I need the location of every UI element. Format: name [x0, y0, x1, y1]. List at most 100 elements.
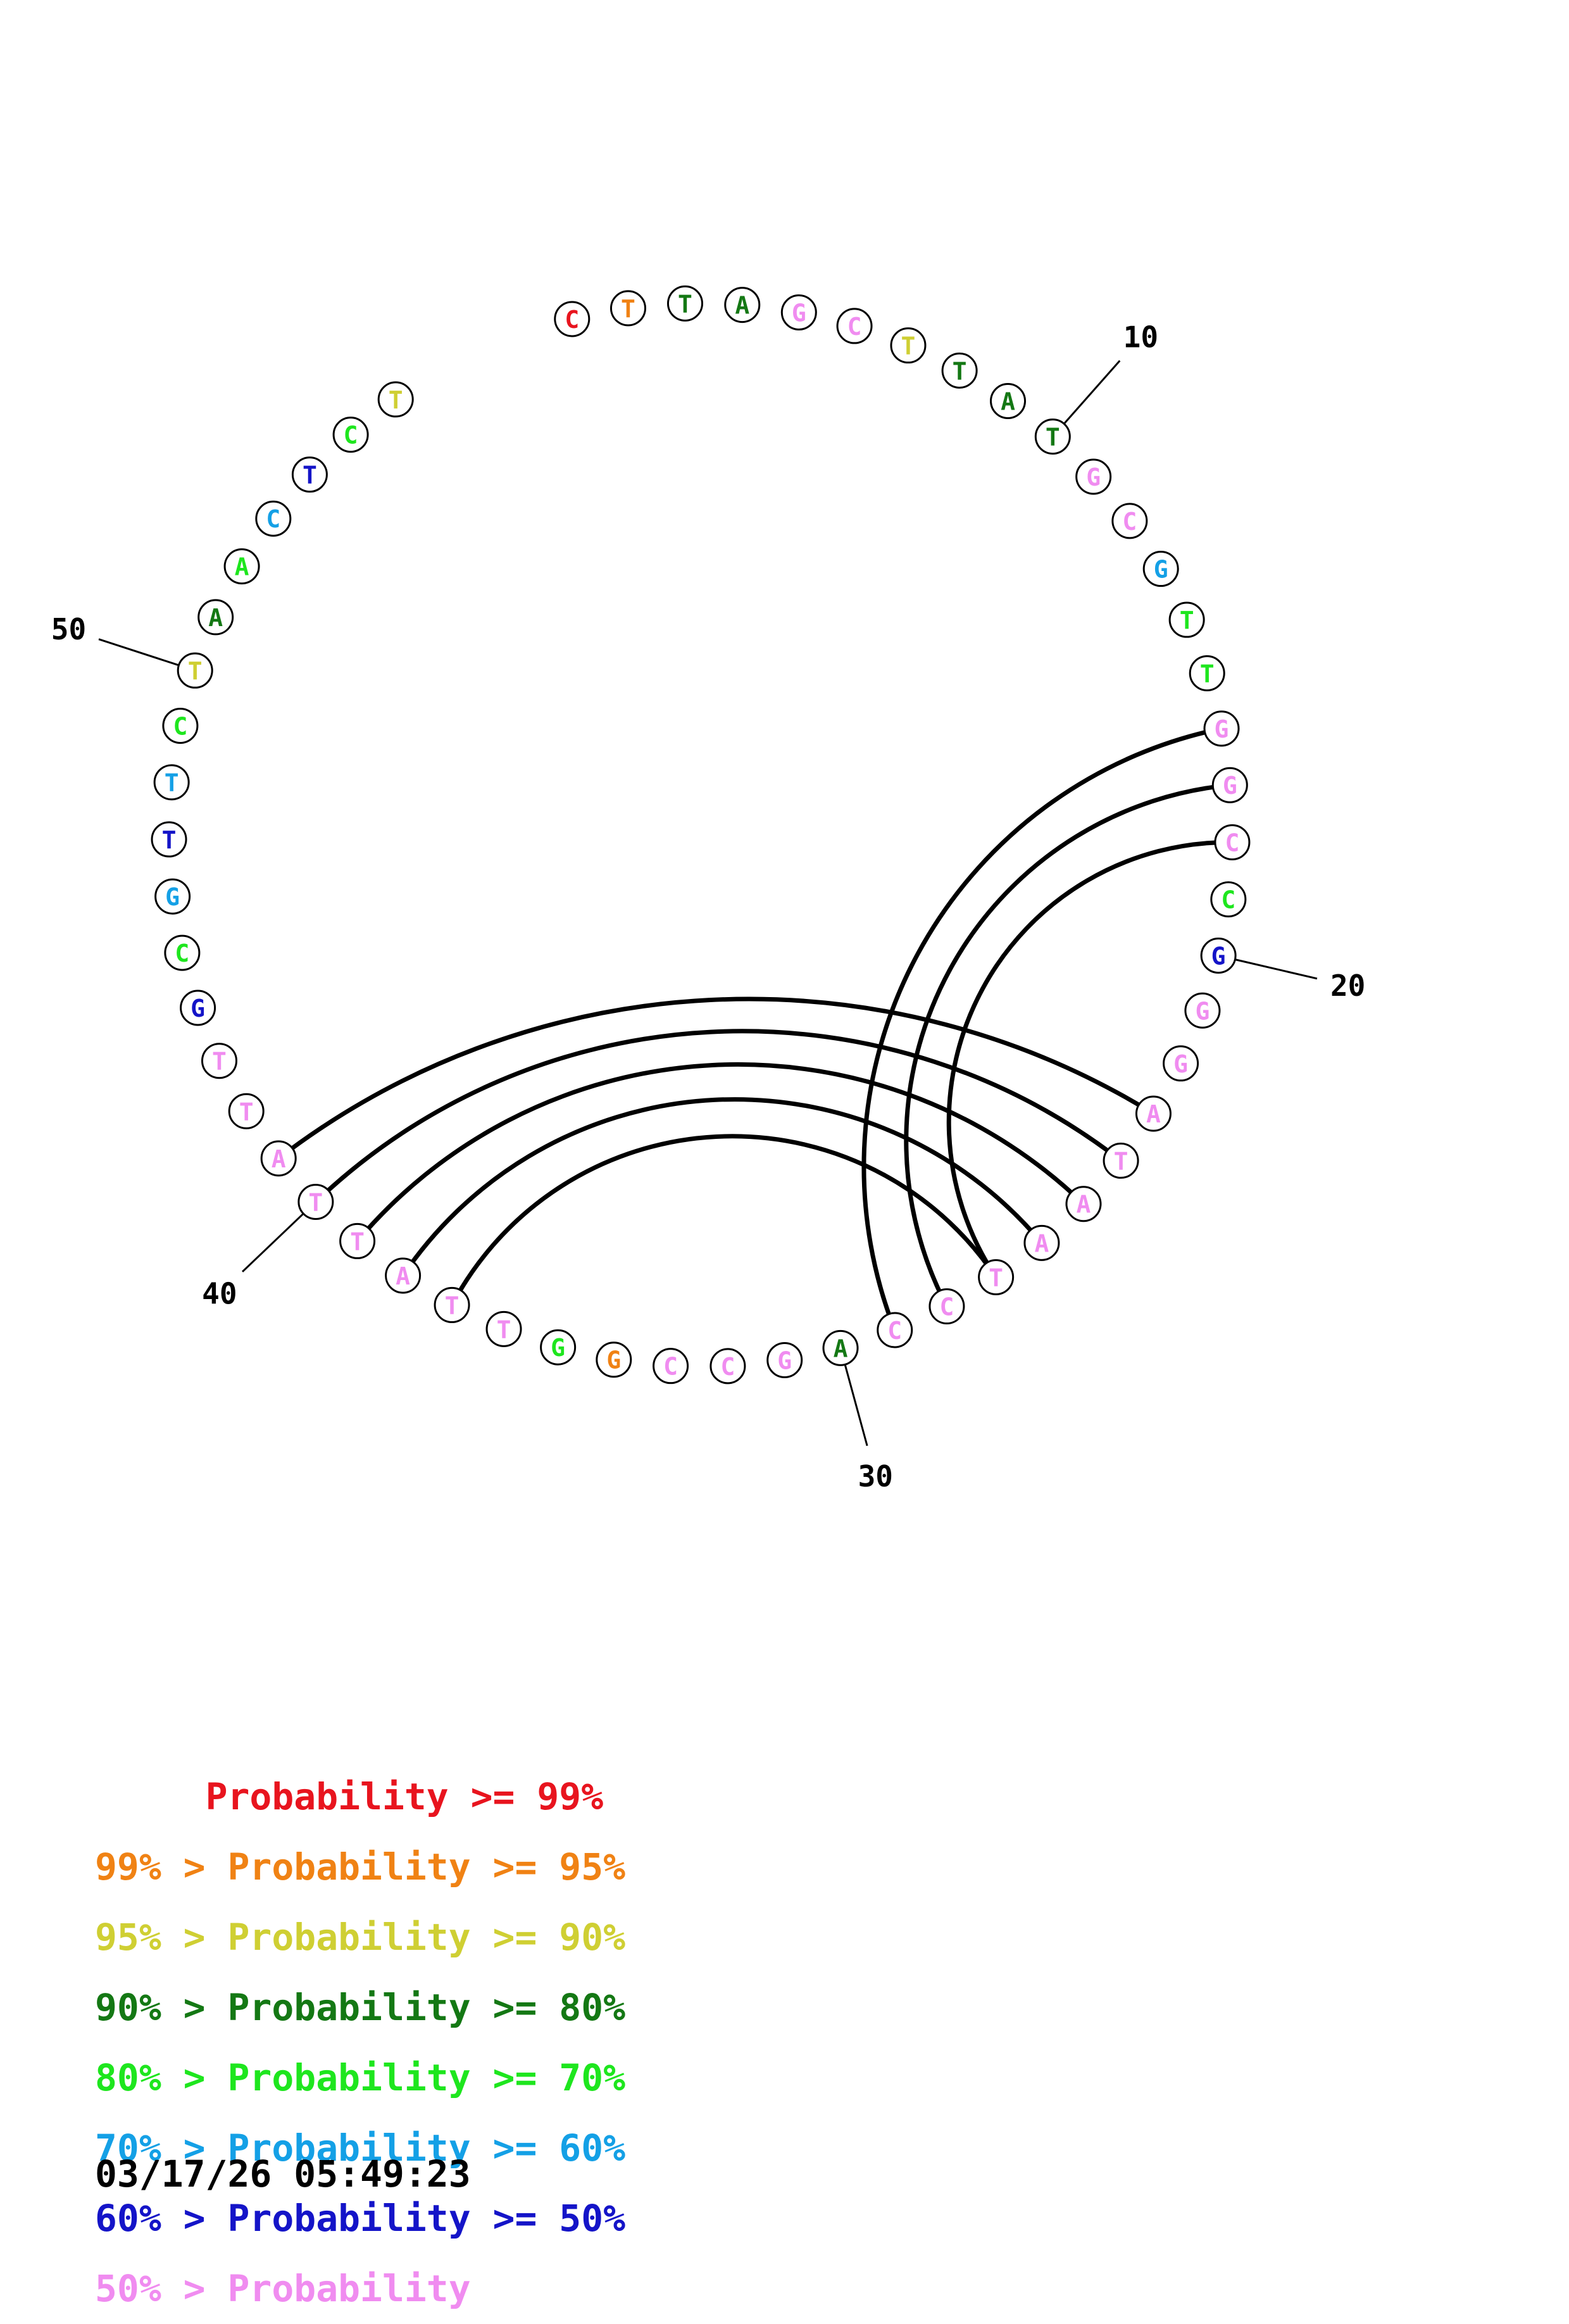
nucleotide-circle	[709, 1348, 746, 1385]
nucleotide-24: T	[1103, 1142, 1139, 1179]
tick-label-40: 40	[202, 1276, 237, 1310]
nucleotide-letter: C	[887, 1317, 902, 1345]
nucleotide-circle	[1065, 1186, 1102, 1222]
legend-row-p80: 90% > Probability >= 80%	[95, 1986, 626, 2029]
position-ticks: 10 20 30 40 50	[51, 320, 1366, 1493]
nucleotide-letter: A	[1146, 1100, 1161, 1128]
nucleotide-37: T	[434, 1286, 470, 1323]
nucleotide-circle	[291, 456, 328, 493]
nucleotide-12: C	[1111, 503, 1148, 539]
nucleotide-circle	[485, 1310, 522, 1347]
nucleotide-circle	[154, 878, 191, 915]
nucleotide-circle	[1034, 418, 1071, 455]
base-pair-arc-17-28	[904, 782, 1230, 1308]
base-pair-arc-18-27	[946, 839, 1232, 1279]
nucleotide-letter: G	[1215, 715, 1229, 743]
nucleotide-letter: T	[621, 295, 635, 323]
nucleotide-circle	[540, 1329, 577, 1366]
nucleotide-circle	[822, 1329, 859, 1366]
legend-row-p90: 95% > Probability >= 90%	[95, 1916, 626, 1959]
nucleotide-44: G	[180, 989, 216, 1026]
tick-label-20: 20	[1330, 969, 1365, 1003]
nucleotide-circle	[1111, 503, 1148, 539]
probability-legend: Probability >= 99% 99% > Probability >= …	[95, 1750, 625, 2324]
nucleotide-48: T	[153, 764, 190, 801]
nucleotide-2: T	[609, 290, 646, 327]
legend-row-p60: 70% > Probability >= 60%	[95, 2126, 626, 2170]
nucleotide-letter: G	[165, 883, 180, 911]
nucleotide-circle	[1214, 824, 1251, 860]
nucleotide-letter: A	[272, 1145, 286, 1173]
nucleotide-letter: C	[344, 422, 358, 449]
nucleotide-circle	[1203, 710, 1240, 747]
nucleotide-56: T	[377, 381, 414, 418]
nucleotide-circle	[1210, 881, 1247, 918]
nucleotide-letter: A	[1001, 388, 1015, 416]
nucleotide-circle	[1168, 601, 1205, 638]
nucleotide-41: A	[260, 1140, 297, 1177]
nucleotide-letter: C	[720, 1353, 735, 1381]
nucleotide-letter: T	[901, 332, 916, 360]
nucleotide-circle	[836, 308, 873, 344]
nucleotide-9: A	[990, 383, 1027, 420]
tick-label-50: 50	[51, 612, 86, 646]
tick-label-10: 10	[1123, 320, 1158, 354]
nucleotide-circle	[1189, 655, 1225, 691]
nucleotide-letter: T	[165, 769, 179, 797]
nucleotide-circle	[1135, 1095, 1172, 1132]
nucleotide-letter: C	[847, 313, 862, 341]
nucleotide-letter: G	[1173, 1050, 1188, 1078]
nucleotide-52: A	[223, 548, 260, 585]
nucleotide-53: C	[255, 500, 292, 537]
nucleotide-40: T	[297, 1183, 334, 1220]
nucleotide-46: G	[154, 878, 191, 915]
nucleotide-circle	[180, 989, 216, 1026]
nucleotide-circle	[666, 285, 703, 322]
base-pair-arc-23-41	[277, 996, 1155, 1160]
nucleotide-letter: G	[1154, 556, 1168, 584]
nucleotide-25: A	[1065, 1186, 1102, 1222]
nucleotide-letter: G	[1086, 463, 1101, 491]
nucleotide-36: T	[485, 1310, 522, 1347]
nucleotide-letter: C	[565, 306, 579, 334]
nucleotide-21: G	[1184, 992, 1221, 1029]
nucleotide-circle	[990, 383, 1027, 420]
nucleotide-circle	[260, 1140, 297, 1177]
nucleotide-letter: T	[212, 1048, 227, 1076]
legend-row-below50: 50% > Probability	[95, 2267, 471, 2310]
tick-line-20	[1235, 958, 1318, 980]
nucleotide-letter: A	[396, 1262, 410, 1290]
legend-row-p70: 80% > Probability >= 70%	[95, 2056, 626, 2099]
nucleotide-letter: A	[235, 553, 249, 581]
base-pair-arc-25-39	[355, 1062, 1085, 1243]
nucleotide-letter: A	[834, 1335, 848, 1362]
nucleotide-circle	[978, 1259, 1015, 1295]
tick-label-30: 30	[858, 1459, 893, 1493]
nucleotide-circle	[1184, 992, 1221, 1029]
nucleotide-circle	[928, 1288, 965, 1325]
nucleotide-55: C	[332, 417, 369, 453]
nucleotide-letter: C	[175, 939, 189, 967]
nucleotide-circle	[201, 1043, 237, 1079]
nucleotide-circle	[164, 934, 201, 971]
nucleotide-18: C	[1214, 824, 1251, 860]
nucleotide-letter: T	[308, 1188, 323, 1216]
nucleotide-circle	[1211, 767, 1248, 803]
base-pair-arc-27-37	[450, 1134, 998, 1307]
nucleotide-38: A	[385, 1257, 422, 1294]
nucleotide-16: G	[1203, 710, 1240, 747]
nucleotide-circle	[780, 294, 817, 330]
tick-line-40	[242, 1213, 304, 1272]
nucleotide-1: C	[554, 301, 591, 337]
tick-line-30	[844, 1364, 868, 1447]
nucleotide-27: T	[978, 1259, 1015, 1295]
nucleotide-letter: C	[1221, 886, 1235, 914]
nucleotide-circle	[228, 1093, 265, 1129]
nucleotide-letter: G	[1223, 772, 1237, 800]
nucleotide-letter: T	[389, 386, 403, 414]
nucleotide-circle	[653, 1348, 689, 1385]
nucleotide-33: C	[653, 1348, 689, 1385]
nucleotide-6: C	[836, 308, 873, 344]
nucleotide-circle	[434, 1286, 470, 1323]
nucleotide-circle	[1142, 551, 1179, 587]
